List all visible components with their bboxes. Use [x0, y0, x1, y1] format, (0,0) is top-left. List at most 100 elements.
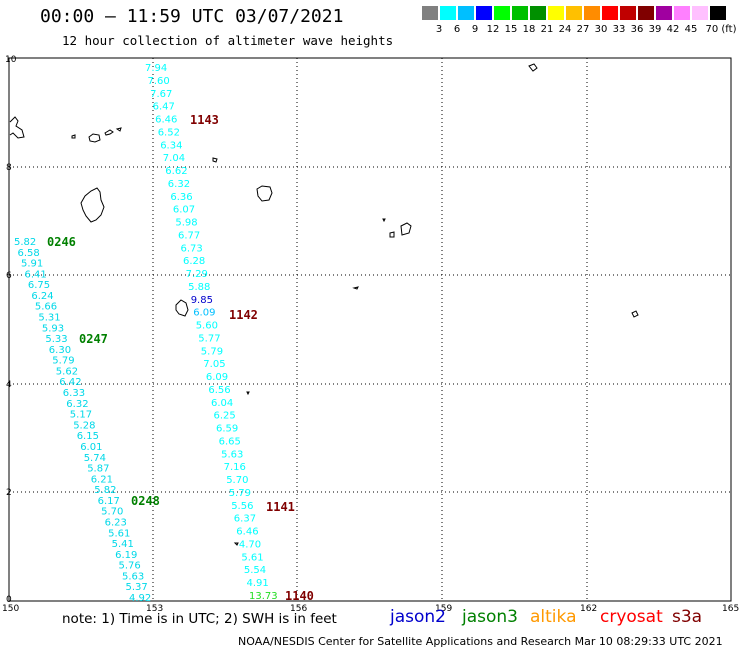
pass-label: 0248: [131, 494, 160, 508]
wave-height-value: 5.61: [241, 552, 263, 563]
color-scale-label: 3: [435, 24, 443, 35]
wave-height-value: 6.62: [165, 166, 187, 177]
color-scale-label: 45: [684, 24, 698, 35]
legend-s3a: s3a: [672, 607, 703, 627]
color-scale-swatch: [620, 6, 636, 20]
wave-height-value: 6.32: [66, 399, 88, 410]
wave-height-value: 5.54: [244, 565, 266, 576]
wave-height-value: 5.41: [112, 539, 134, 550]
wave-height-value: 6.30: [49, 345, 71, 356]
wave-height-value: 5.76: [119, 561, 141, 572]
wave-height-value: 6.25: [214, 411, 236, 422]
legend-jason3: jason3: [462, 607, 518, 627]
wave-height-value: 5.88: [188, 282, 210, 293]
wave-height-value: 6.52: [158, 127, 180, 138]
wave-height-value: 6.09: [206, 372, 228, 383]
color-scale-swatch: [566, 6, 582, 20]
island-outline: [246, 391, 250, 396]
wave-height-value: 6.41: [25, 269, 47, 280]
color-scale-label: 36: [630, 24, 644, 35]
color-scale-swatch: [512, 6, 528, 20]
color-scale-swatch: [458, 6, 474, 20]
color-scale-swatch: [548, 6, 564, 20]
island-outline: [256, 185, 273, 202]
credits-footer: NOAA/NESDIS Center for Satellite Applica…: [238, 635, 723, 648]
color-scale-swatch: [530, 6, 546, 20]
wave-height-value: 5.63: [122, 571, 144, 582]
wave-height-value: 6.24: [31, 291, 53, 302]
color-scale-label: 30: [594, 24, 608, 35]
wave-height-value: 6.46: [155, 115, 177, 126]
wave-height-value: 5.60: [196, 321, 218, 332]
y-axis-label: 8: [6, 163, 12, 173]
wave-height-value: 6.28: [183, 256, 205, 267]
wave-height-value: 6.32: [168, 179, 190, 190]
wave-height-value: 5.82: [14, 237, 36, 248]
wave-height-value: 5.17: [70, 410, 92, 421]
wave-height-value: 4.91: [247, 578, 269, 589]
wave-height-value: 6.33: [63, 388, 85, 399]
wave-height-value: 7.67: [150, 89, 172, 100]
wave-height-value: 6.75: [28, 280, 50, 291]
wave-height-value: 5.62: [56, 367, 78, 378]
wave-height-value: 5.70: [101, 507, 123, 518]
color-scale-swatch: [638, 6, 654, 20]
wave-height-value: 6.47: [153, 102, 175, 113]
wave-height-value: 5.79: [229, 488, 251, 499]
color-scale-swatch: [602, 6, 618, 20]
wave-height-value: 6.42: [59, 377, 81, 388]
wave-height-value: 6.09: [193, 308, 215, 319]
chart-subtitle: 12 hour collection of altimeter wave hei…: [62, 33, 394, 48]
pass-label: 0246: [47, 235, 76, 249]
wave-height-value: 6.65: [219, 437, 241, 448]
wave-height-value: 5.37: [126, 582, 148, 593]
satellite-tracks: 7.947.607.676.476.466.526.347.046.626.32…: [14, 63, 278, 604]
legend-jason2: jason2: [390, 607, 446, 627]
x-axis-label: 159: [435, 604, 452, 614]
color-scale-label: 33: [612, 24, 626, 35]
pass-label: 1142: [229, 308, 258, 322]
color-scale-label: 27: [576, 24, 590, 35]
island-outline: [80, 187, 105, 223]
island-outline: [104, 129, 114, 136]
color-scale-swatch: [656, 6, 672, 20]
wave-height-value: 5.28: [73, 420, 95, 431]
wave-height-value: 6.34: [160, 140, 182, 151]
wave-height-value: 5.77: [198, 333, 220, 344]
y-axis-label: 0: [6, 595, 12, 605]
wave-height-value: 7.29: [186, 269, 208, 280]
wave-height-value: 6.73: [181, 243, 203, 254]
x-axis-label: 156: [290, 604, 307, 614]
color-scale-swatch: [692, 6, 708, 20]
color-scale-label: 39: [648, 24, 662, 35]
wave-height-value: 9.85: [191, 295, 213, 306]
island-outline: [71, 134, 76, 139]
x-axis-label: 165: [722, 604, 739, 614]
island-outline: [212, 157, 218, 163]
wave-height-value: 6.21: [91, 474, 113, 485]
color-scale-swatch: [476, 6, 492, 20]
footnote: note: 1) Time is in UTC; 2) SWH is in fe…: [62, 611, 337, 627]
island-outline: [389, 231, 395, 238]
wave-height-value: 5.66: [35, 302, 57, 313]
wave-height-value: 5.61: [108, 528, 130, 539]
pass-label: 1143: [190, 113, 219, 127]
wave-height-value: 7.60: [148, 76, 170, 87]
wave-height-value: 6.56: [208, 385, 230, 396]
island-outline: [400, 222, 412, 236]
color-scale-label: 21: [540, 24, 554, 35]
x-axis-label: 150: [2, 604, 19, 614]
island-outline: [9, 116, 25, 139]
wave-height-value: 5.33: [45, 334, 67, 345]
wave-height-value: 5.70: [226, 475, 248, 486]
color-scale-label: 24: [558, 24, 572, 35]
y-axis-label: 10: [5, 55, 17, 65]
x-axis-label: 153: [146, 604, 163, 614]
wave-height-value: 4.92: [129, 593, 151, 604]
color-scale-swatch: [674, 6, 690, 20]
wave-height-value: 6.23: [105, 518, 127, 529]
legend-cryosat: cryosat: [600, 607, 663, 627]
wave-height-value: 5.93: [42, 323, 64, 334]
wave-height-value: 5.82: [94, 485, 116, 496]
